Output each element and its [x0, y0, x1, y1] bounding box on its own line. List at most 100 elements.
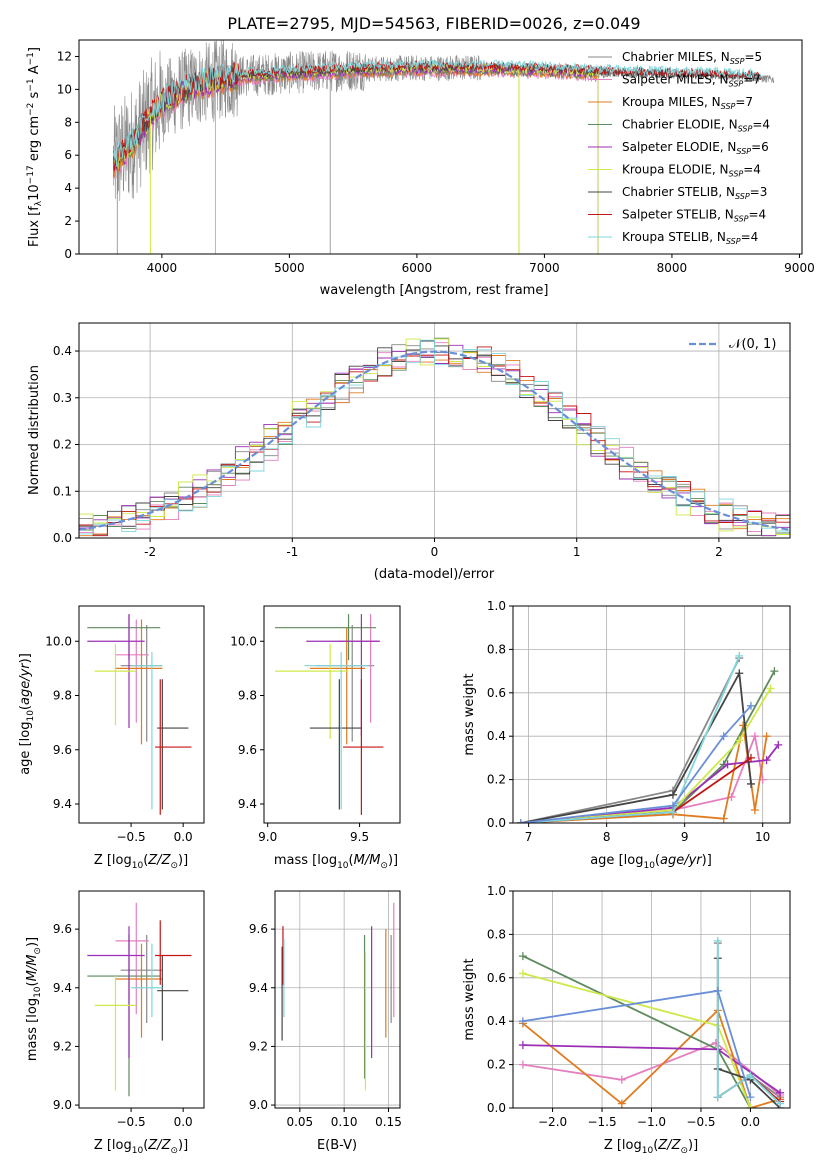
y-tick-label: 0.2	[487, 773, 506, 787]
series-marker	[518, 1041, 527, 1050]
legend-entry: Kroupa ELODIE, NSSP=4	[622, 163, 761, 179]
y-tick-label: 9.0	[53, 1098, 72, 1112]
y-axis-label: mass weight	[462, 673, 477, 755]
series-marker	[713, 1093, 722, 1102]
series-marker	[762, 732, 771, 741]
y-tick-label: 9.6	[238, 743, 257, 757]
x-axis-label: wavelength [Angstrom, rest frame]	[320, 283, 549, 298]
age-vs-mass-panel: 9.0 9.5 9.4 9.6 9.8 10.0 mass [log10(M/M⊙)]	[230, 605, 401, 871]
plot-area	[87, 614, 192, 815]
axes-frame	[263, 605, 401, 824]
series-marker	[750, 732, 759, 741]
x-axis-label: (data-model)/error	[374, 567, 495, 582]
series-marker	[516, 819, 525, 823]
series-marker	[719, 814, 728, 823]
age-vs-metallicity-panel: −0.5 0.0 9.4 9.6 9.8 10.0 Z [log10(Z/Z⊙)] age […	[18, 605, 205, 871]
series-marker	[719, 732, 728, 741]
y-tick-label: 9.6	[249, 922, 268, 936]
plot-area	[516, 651, 783, 823]
x-tick-label: 5000	[274, 261, 305, 275]
series-line	[520, 657, 741, 823]
y-tick-label: 9.8	[53, 689, 72, 703]
series-marker	[668, 790, 677, 799]
y-tick-label: 9.2	[53, 1039, 72, 1053]
series-marker	[746, 1093, 755, 1102]
x-tick-label: 0.10	[331, 1115, 358, 1129]
series-line	[716, 940, 781, 1105]
y-tick-label: 0	[64, 247, 72, 261]
spectrum-panel: Chabrier MILES, NSSP=5 Salpeter MILES, NS…	[26, 39, 815, 298]
y-tick-label: 1.0	[487, 884, 506, 898]
mass-weight-vs-metallicity-panel: −2.0 −1.5 −1.0 −0.5 0.0 0.0 0.2 0.4 0.6 0.8 1.0 mas…	[462, 884, 791, 1156]
y-tick-label: 0.4	[487, 729, 506, 743]
residual-histogram-panel: -2 -1 0 1 2 0.0 0.1 0.2 0.3 0.4 𝒩(0, 1) (data-model…	[27, 322, 791, 582]
y-tick-label: 9.6	[53, 743, 72, 757]
x-tick-label: 8	[603, 830, 611, 844]
series-marker	[668, 801, 677, 810]
x-tick-label: 1	[573, 545, 581, 559]
series-line	[522, 1041, 781, 1096]
y-tick-label: 6	[64, 148, 72, 162]
series-line	[520, 655, 741, 823]
x-tick-label: −1.0	[637, 1115, 666, 1129]
y-axis-label: age [log10(age/yr)]	[18, 653, 36, 775]
series-marker	[746, 1071, 755, 1080]
series-marker	[723, 760, 732, 769]
gaussian-curve	[79, 350, 790, 531]
plot-area	[79, 337, 790, 538]
axes-frame	[512, 605, 791, 824]
y-tick-label: 9.4	[249, 981, 268, 995]
y-tick-label: 9.6	[53, 922, 72, 936]
series-marker	[746, 1104, 755, 1108]
x-axis-label: mass [log10(M/M⊙)]	[274, 853, 398, 871]
series-marker	[776, 1099, 785, 1108]
series-marker	[518, 952, 527, 961]
y-tick-label: 10.0	[230, 634, 257, 648]
legend-entry: Salpeter ELODIE, NSSP=6	[622, 140, 769, 156]
plot-area	[281, 902, 395, 1091]
y-axis-label: mass [log10(M/M⊙)]	[25, 937, 43, 1061]
y-axis-label: Normed distribution	[27, 365, 42, 495]
spectrum-model-line	[113, 60, 762, 172]
series-marker	[518, 969, 527, 978]
plot-area	[113, 40, 775, 254]
x-tick-label: 7	[525, 830, 533, 844]
series-marker	[713, 986, 722, 995]
x-tick-label: −0.5	[686, 1115, 715, 1129]
spectrum-model-line	[113, 59, 762, 167]
series-marker	[735, 736, 744, 745]
y-tick-label: 9.8	[238, 689, 257, 703]
x-tick-label: 6000	[402, 261, 433, 275]
plot-area	[275, 614, 384, 815]
series-line	[520, 688, 772, 823]
y-tick-label: 2	[64, 214, 72, 228]
spectrum-legend: Chabrier MILES, NSSP=5 Salpeter MILES, NS…	[588, 50, 770, 246]
series-marker	[735, 651, 744, 660]
legend-entry: Salpeter MILES, NSSP=7	[622, 73, 761, 89]
x-tick-label: 0.0	[174, 1115, 193, 1129]
x-axis-label: Z [log10(Z/Z⊙)]	[604, 1138, 698, 1156]
y-tick-label: 1.0	[487, 599, 506, 613]
x-tick-label: 4000	[147, 261, 178, 275]
y-tick-label: 9.4	[53, 797, 72, 811]
axes-frame	[78, 890, 205, 1109]
x-tick-label: -2	[144, 545, 156, 559]
x-axis-label: age [log10(age/yr)]	[590, 853, 712, 871]
y-tick-label: 10	[57, 82, 72, 96]
y-tick-label: 0.8	[487, 927, 506, 941]
y-tick-label: 8	[64, 115, 72, 129]
axes-frame	[78, 605, 205, 824]
legend-entry: Salpeter STELIB, NSSP=4	[622, 208, 766, 224]
x-tick-label: 9000	[784, 261, 815, 275]
x-tick-label: 2	[715, 545, 723, 559]
x-axis-label: Z [log10(Z/Z⊙)]	[94, 1138, 188, 1156]
mass-vs-metallicity-panel: −0.5 0.0 9.0 9.2 9.4 9.6 Z [log10(Z/Z⊙)] mass […	[25, 890, 205, 1156]
y-tick-label: 9.0	[249, 1098, 268, 1112]
y-tick-label: 10.0	[45, 634, 72, 648]
series-marker	[746, 701, 755, 710]
y-tick-label: 0.0	[487, 816, 506, 830]
x-tick-label: 8000	[657, 261, 688, 275]
y-axis-label: Flux [fλ10−17 erg cm−2 s−1 A−1]	[26, 47, 44, 247]
y-tick-label: 0.2	[487, 1058, 506, 1072]
series-marker	[617, 1099, 626, 1108]
